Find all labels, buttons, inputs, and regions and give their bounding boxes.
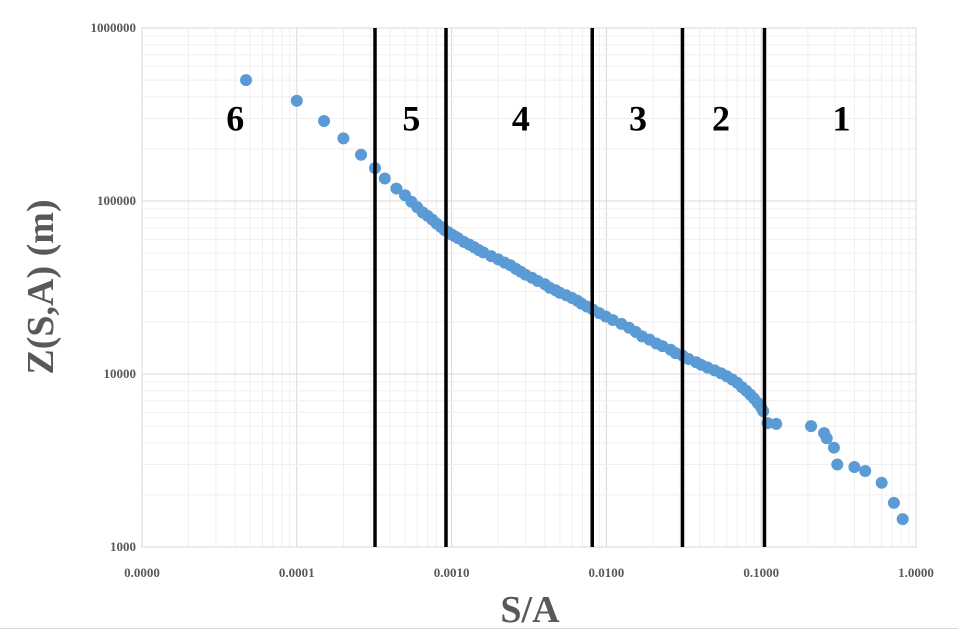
region-boundaries — [373, 28, 767, 547]
region-label: 5 — [402, 98, 420, 138]
data-point — [318, 115, 331, 128]
data-point — [875, 476, 888, 489]
data-point — [290, 94, 303, 107]
region-label: 2 — [712, 98, 730, 138]
data-point — [337, 132, 350, 145]
x-axis-tick-labels: 0.0000 0.0001 0.0010 0.0100 0.1000 1.0000 — [124, 565, 934, 580]
data-point — [831, 458, 844, 471]
data-point — [378, 172, 391, 185]
data-point — [896, 513, 909, 526]
divider — [0, 628, 958, 629]
y-axis-title: Z(S,A) (m) — [20, 199, 62, 374]
y-tick-label: 1000 — [110, 539, 136, 554]
data-point — [859, 464, 872, 477]
data-point — [770, 417, 783, 430]
data-point — [848, 461, 861, 474]
region-label: 1 — [832, 98, 850, 138]
x-tick-label: 0.0001 — [279, 565, 315, 580]
y-tick-label: 10000 — [104, 366, 137, 381]
plot-area-frame — [141, 27, 917, 548]
x-tick-label: 0.0010 — [434, 565, 470, 580]
x-tick-label: 1.0000 — [898, 565, 934, 580]
region-label: 6 — [226, 98, 244, 138]
data-point — [240, 74, 253, 87]
region-label: 4 — [512, 98, 530, 138]
x-axis-title: S/A — [500, 589, 560, 631]
data-series — [240, 74, 909, 526]
y-tick-label: 1000000 — [91, 20, 137, 35]
data-point — [827, 441, 840, 454]
data-point — [355, 148, 368, 161]
x-tick-label: 0.0000 — [124, 565, 160, 580]
region-label: 3 — [629, 98, 647, 138]
data-point — [820, 432, 833, 445]
data-point — [805, 420, 818, 433]
data-point — [887, 496, 900, 509]
data-point — [390, 182, 403, 195]
region-labels: 6 5 4 3 2 1 — [226, 98, 850, 138]
x-tick-label: 0.1000 — [743, 565, 779, 580]
x-tick-label: 0.0100 — [589, 565, 625, 580]
y-axis-tick-labels: 1000 10000 100000 1000000 — [91, 20, 137, 554]
y-tick-label: 100000 — [97, 193, 136, 208]
